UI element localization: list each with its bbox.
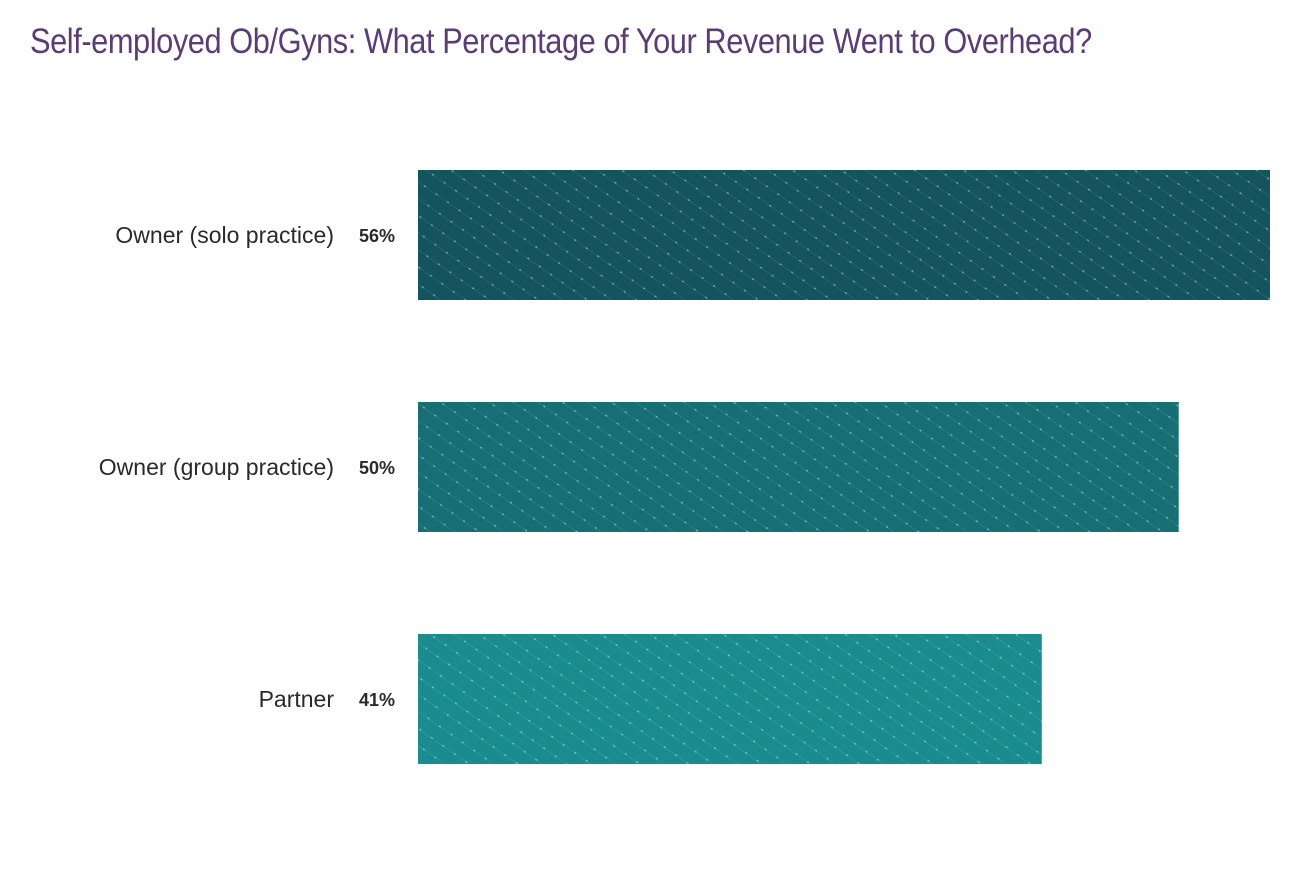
data-label: 50% bbox=[359, 458, 395, 478]
category-label: Owner (solo practice) bbox=[115, 222, 334, 248]
bar-pattern bbox=[418, 402, 1179, 532]
data-label: 41% bbox=[359, 690, 395, 710]
category-label: Partner bbox=[259, 686, 335, 712]
bar-pattern bbox=[418, 170, 1270, 300]
bar-pattern bbox=[418, 634, 1042, 764]
chart-title: Self-employed Ob/Gyns: What Percentage o… bbox=[30, 22, 1092, 61]
category-label: Owner (group practice) bbox=[99, 454, 334, 480]
data-label: 56% bbox=[359, 226, 395, 246]
